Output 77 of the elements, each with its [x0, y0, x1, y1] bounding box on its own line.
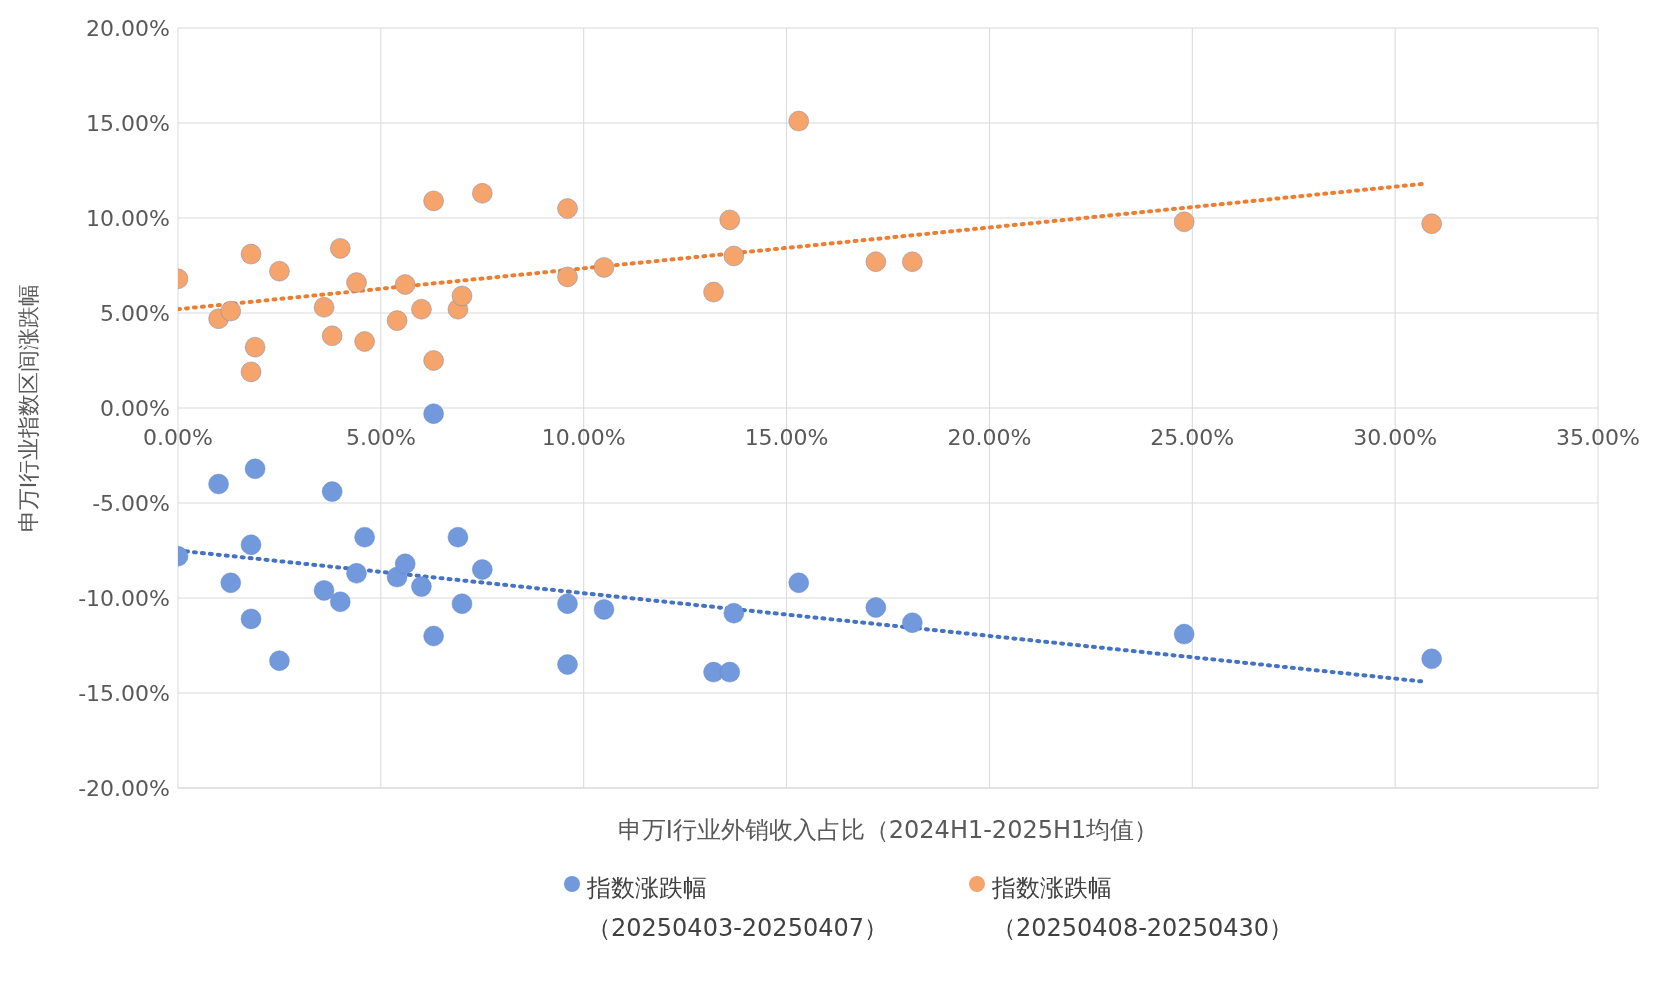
point	[220, 300, 242, 322]
point	[394, 553, 416, 575]
point	[423, 190, 445, 212]
point	[220, 572, 242, 594]
x-tick-label: 30.00%	[1353, 425, 1438, 450]
point	[788, 110, 810, 132]
point	[240, 243, 262, 265]
point	[244, 458, 266, 480]
point	[451, 285, 473, 307]
point	[447, 526, 469, 548]
point	[719, 661, 741, 683]
point	[1421, 213, 1443, 235]
point	[471, 559, 493, 580]
point	[313, 296, 335, 318]
point	[423, 403, 445, 425]
point	[703, 281, 725, 303]
point	[394, 274, 416, 295]
point	[901, 612, 923, 634]
y-tick-label: 10.00%	[86, 205, 170, 231]
point	[244, 336, 266, 358]
point	[423, 625, 445, 647]
x-tick-label: 15.00%	[744, 425, 829, 450]
y-tick-label: 5.00%	[100, 300, 170, 326]
x-tick-label: 5.00%	[345, 425, 416, 450]
y-tick-label: 0.00%	[100, 395, 170, 421]
point	[471, 182, 493, 204]
legend-label: 指数涨跌幅（20250408-20250430）	[992, 873, 1293, 944]
point	[329, 237, 351, 259]
point	[788, 572, 810, 594]
point	[865, 597, 887, 618]
x-tick-label: 10.00%	[541, 425, 626, 450]
point	[556, 198, 578, 219]
x-tick-label: 20.00%	[947, 425, 1032, 450]
point	[240, 361, 262, 383]
point	[556, 654, 578, 675]
y-tick-label: 20.00%	[86, 15, 170, 41]
point	[410, 576, 432, 598]
point	[346, 272, 368, 294]
point	[451, 593, 473, 615]
y-tick-label: -10.00%	[78, 585, 170, 611]
point	[1173, 211, 1195, 233]
point	[556, 593, 578, 615]
legend-label: 指数涨跌幅（20250403-20250407）	[587, 873, 888, 944]
y-axis-title: 申万Ⅰ行业指数区间涨跌幅	[15, 283, 41, 533]
x-tick-label: 25.00%	[1150, 425, 1235, 450]
point	[240, 608, 262, 630]
y-tick-label: -15.00%	[78, 680, 170, 706]
point	[208, 473, 230, 495]
point	[354, 331, 376, 352]
x-tick-label: 35.00%	[1556, 425, 1640, 450]
point	[556, 266, 578, 288]
point	[901, 251, 923, 273]
point	[346, 562, 368, 584]
point	[723, 245, 745, 267]
point	[865, 251, 887, 273]
point	[410, 298, 432, 320]
y-tick-label: -5.00%	[92, 490, 170, 516]
point	[1421, 648, 1443, 670]
point	[354, 526, 376, 548]
point	[321, 325, 343, 347]
point	[1173, 623, 1195, 645]
point	[329, 591, 351, 613]
point	[386, 310, 408, 332]
y-tick-label: 15.00%	[86, 110, 170, 136]
point	[719, 209, 741, 231]
point	[313, 579, 335, 601]
point	[593, 598, 615, 620]
x-axis-title: 申万Ⅰ行业外销收入占比（2024H1-2025H1均值）	[617, 816, 1159, 844]
point	[240, 534, 262, 556]
point	[723, 602, 745, 624]
point	[593, 256, 615, 278]
point	[321, 481, 343, 503]
point	[423, 350, 445, 371]
point	[268, 650, 290, 672]
point	[268, 260, 290, 282]
y-tick-label: -20.00%	[78, 775, 170, 801]
x-tick-label: 0.00%	[143, 425, 213, 450]
